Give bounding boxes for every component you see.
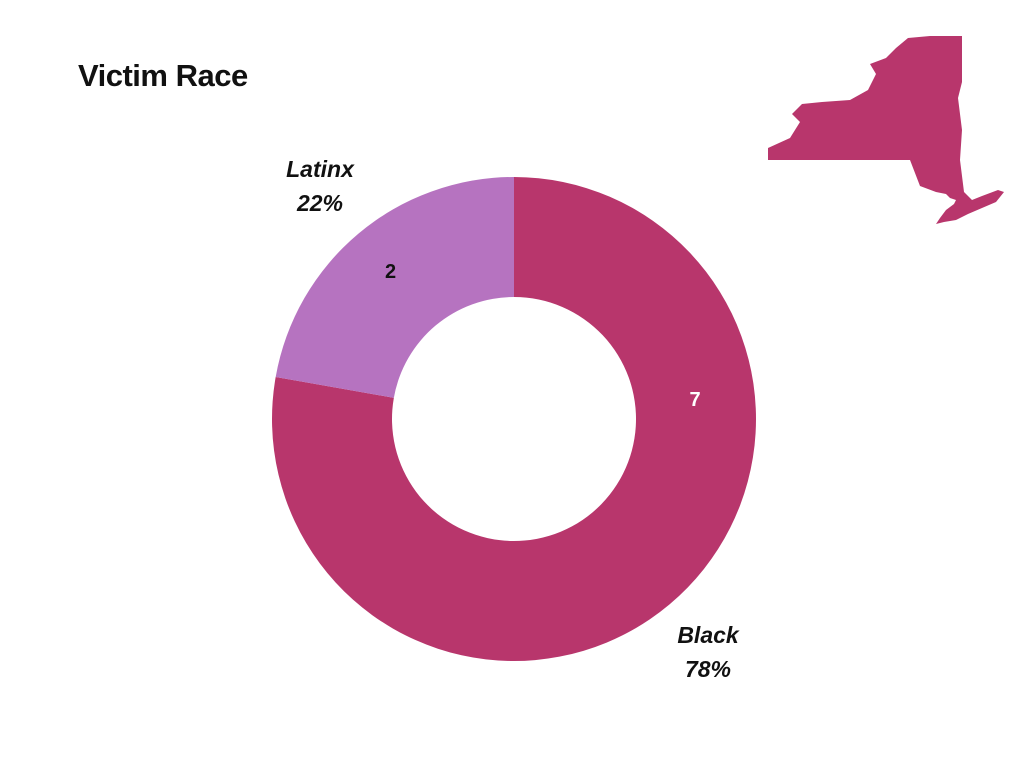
category-percent-black: 78% <box>684 656 732 682</box>
slice-value-labels: 72 <box>385 261 701 411</box>
category-label-latinx: Latinx 22% <box>260 152 380 220</box>
chart-title: Victim Race <box>78 58 248 93</box>
ny-state-shape <box>768 36 1004 224</box>
new-york-state-map-icon <box>768 36 1004 224</box>
donut-slices <box>271 177 756 661</box>
donut-slice-black <box>271 177 756 661</box>
donut-slice-latinx <box>275 177 514 398</box>
slice-value-label-black: 7 <box>689 389 700 411</box>
slice-value-label-latinx: 2 <box>385 261 396 283</box>
category-name-latinx: Latinx <box>286 156 354 182</box>
category-name-black: Black <box>677 622 739 648</box>
category-percent-latinx: 22% <box>296 190 344 216</box>
category-label-black: Black 78% <box>648 618 768 686</box>
